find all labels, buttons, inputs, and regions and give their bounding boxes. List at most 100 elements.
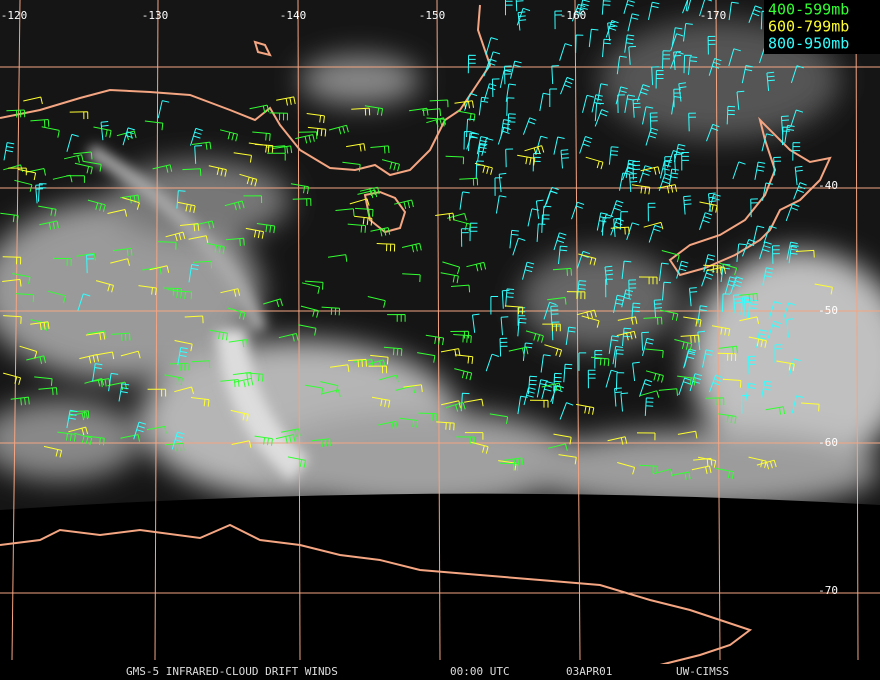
footer-text: 03APR01 <box>566 665 612 678</box>
wind-barb <box>347 358 367 368</box>
wind-barb <box>500 316 509 336</box>
wind-barb <box>245 227 264 239</box>
wind-barb <box>467 54 476 74</box>
wind-barb <box>38 183 47 202</box>
wind-barb <box>790 109 804 128</box>
wind-barb <box>645 348 664 358</box>
wind-barb <box>748 456 767 469</box>
wind-barb <box>639 390 660 398</box>
wind-barb <box>701 268 715 287</box>
wind-barb <box>547 297 567 305</box>
wind-barb <box>761 380 772 399</box>
wind-barb <box>576 403 595 415</box>
wind-barb <box>287 456 306 468</box>
wind-barb <box>459 191 470 210</box>
latitude-label: -50 <box>818 304 838 317</box>
wind-barb <box>335 208 355 217</box>
wind-barb <box>709 374 723 393</box>
wind-barb <box>782 126 791 146</box>
wind-barb <box>346 143 366 152</box>
wind-barb <box>194 145 203 164</box>
wind-barb <box>649 112 658 132</box>
wind-barb <box>702 349 714 368</box>
wind-barb <box>601 0 611 15</box>
wind-barb <box>463 131 472 150</box>
wind-barb <box>174 386 194 395</box>
wind-barb <box>708 192 717 212</box>
wind-barb <box>110 258 130 266</box>
wind-barb <box>328 124 349 135</box>
wind-barb <box>645 370 664 383</box>
wind-barb <box>581 315 600 328</box>
wind-barb <box>298 324 317 336</box>
wind-barb <box>74 162 93 175</box>
wind-barb <box>643 221 664 230</box>
wind-barb <box>460 392 470 412</box>
wind-barb <box>176 190 186 209</box>
footer-text: 00:00 UTC <box>450 665 510 678</box>
wind-barb <box>232 371 253 381</box>
wind-barb <box>674 339 693 351</box>
wind-barb <box>708 58 722 76</box>
wind-barb <box>499 337 508 357</box>
wind-barb <box>208 165 227 177</box>
wind-barb <box>544 344 563 358</box>
wind-barb <box>536 379 548 398</box>
wind-barb <box>605 278 613 298</box>
wind-barb <box>239 173 258 187</box>
wind-barb <box>529 399 549 408</box>
wind-barb <box>643 316 663 325</box>
wind-barb <box>740 296 751 315</box>
wind-barb <box>418 412 437 421</box>
wind-barb <box>441 400 461 408</box>
wind-barb <box>786 318 794 338</box>
wind-barb <box>743 297 752 317</box>
wind-barb <box>541 382 562 392</box>
wind-barb <box>165 231 186 242</box>
wind-barb <box>347 223 367 233</box>
wind-barb <box>588 28 599 48</box>
wind-barb <box>683 54 692 74</box>
wind-barb <box>619 211 629 230</box>
wind-barb <box>728 48 741 67</box>
wind-barb <box>483 83 497 102</box>
wind-barb <box>368 365 388 374</box>
wind-barb <box>706 123 720 142</box>
wind-barb <box>15 293 35 303</box>
wind-barb <box>292 198 312 207</box>
wind-barb <box>508 346 529 356</box>
wind-barb <box>164 374 183 386</box>
wind-barb <box>83 160 102 172</box>
wind-barb <box>107 209 128 217</box>
wind-barb <box>790 65 804 84</box>
wind-barb <box>742 239 756 257</box>
footer-text: UW-CIMSS <box>676 665 729 678</box>
wind-barb <box>249 104 270 114</box>
wind-barb <box>53 257 72 266</box>
wind-barb <box>3 372 22 385</box>
wind-barb <box>587 369 596 389</box>
wind-barb <box>717 352 737 362</box>
wind-barb <box>620 392 629 412</box>
wind-barb <box>640 166 661 175</box>
wind-barb <box>571 201 585 220</box>
wind-barb <box>272 145 293 154</box>
wind-barb <box>505 148 514 168</box>
wind-barb <box>644 397 654 416</box>
wind-barb <box>553 136 565 155</box>
wind-barb <box>243 195 263 204</box>
wind-barb <box>445 155 465 165</box>
wind-barb <box>543 301 557 320</box>
wind-barb <box>722 293 731 312</box>
wind-barb <box>507 113 516 132</box>
wind-barb <box>30 119 50 128</box>
wind-barb <box>66 409 78 429</box>
wind-barb <box>409 107 429 116</box>
wind-barb <box>628 45 637 65</box>
wind-barb <box>79 354 99 364</box>
wind-barb <box>549 88 557 107</box>
wind-barb <box>425 334 445 346</box>
wind-barb <box>517 154 536 166</box>
wind-barb <box>454 368 473 381</box>
